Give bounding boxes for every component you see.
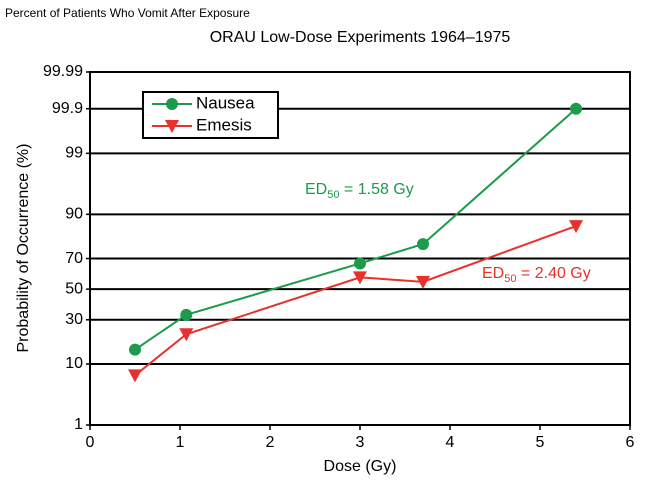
x-tick-label: 6	[626, 434, 635, 451]
point	[129, 343, 141, 356]
annotation-rest: = 1.58 Gy	[339, 181, 413, 198]
y-tick-label: 10	[65, 355, 83, 372]
y-tick-label: 99.99	[43, 63, 83, 80]
point	[166, 98, 178, 110]
point	[179, 328, 194, 342]
annotation-text: ED	[482, 265, 504, 282]
point	[416, 275, 430, 289]
series-line	[134, 225, 577, 377]
legend-label: Emesis	[196, 115, 252, 134]
x-tick-label: 3	[356, 434, 365, 451]
point	[128, 369, 142, 383]
point	[165, 120, 179, 133]
x-tick-label: 2	[266, 434, 275, 451]
chart-subtitle: Percent of Patients Who Vomit After Expo…	[5, 6, 250, 20]
legend-label: Nausea	[196, 93, 255, 112]
x-tick-label: 1	[176, 434, 185, 451]
legend-box	[142, 91, 279, 139]
x-axis-label: Dose (Gy)	[324, 458, 397, 475]
point	[569, 220, 583, 234]
annotation-sub: 50	[504, 273, 516, 285]
y-tick-label: 99	[65, 145, 83, 162]
point	[417, 238, 429, 251]
x-tick-label: 0	[86, 434, 95, 451]
y-tick-label: 90	[65, 206, 83, 223]
point	[353, 271, 367, 285]
annotation-text: ED	[305, 181, 327, 198]
chart-title: ORAU Low-Dose Experiments 1964–1975	[210, 29, 511, 46]
plot-frame	[89, 71, 631, 426]
x-tick-label: 4	[446, 434, 455, 451]
x-tick-label: 5	[536, 434, 545, 451]
y-axis-label: Probability of Occurrence (%)	[15, 144, 32, 353]
y-tick-label: 1	[74, 416, 83, 433]
y-tick-label: 30	[65, 311, 83, 328]
annotation-rest: = 2.40 Gy	[516, 265, 590, 282]
annotation: ED50 = 2.40 Gy	[482, 265, 591, 285]
series-line	[134, 107, 577, 351]
point	[570, 102, 582, 115]
y-tick-label: 70	[65, 250, 83, 267]
annotation-sub: 50	[327, 189, 339, 201]
y-tick-label: 50	[65, 280, 83, 297]
y-tick-label: 99.9	[52, 100, 83, 117]
point	[180, 308, 193, 321]
point	[354, 257, 366, 270]
annotation: ED50 = 1.58 Gy	[305, 181, 414, 201]
